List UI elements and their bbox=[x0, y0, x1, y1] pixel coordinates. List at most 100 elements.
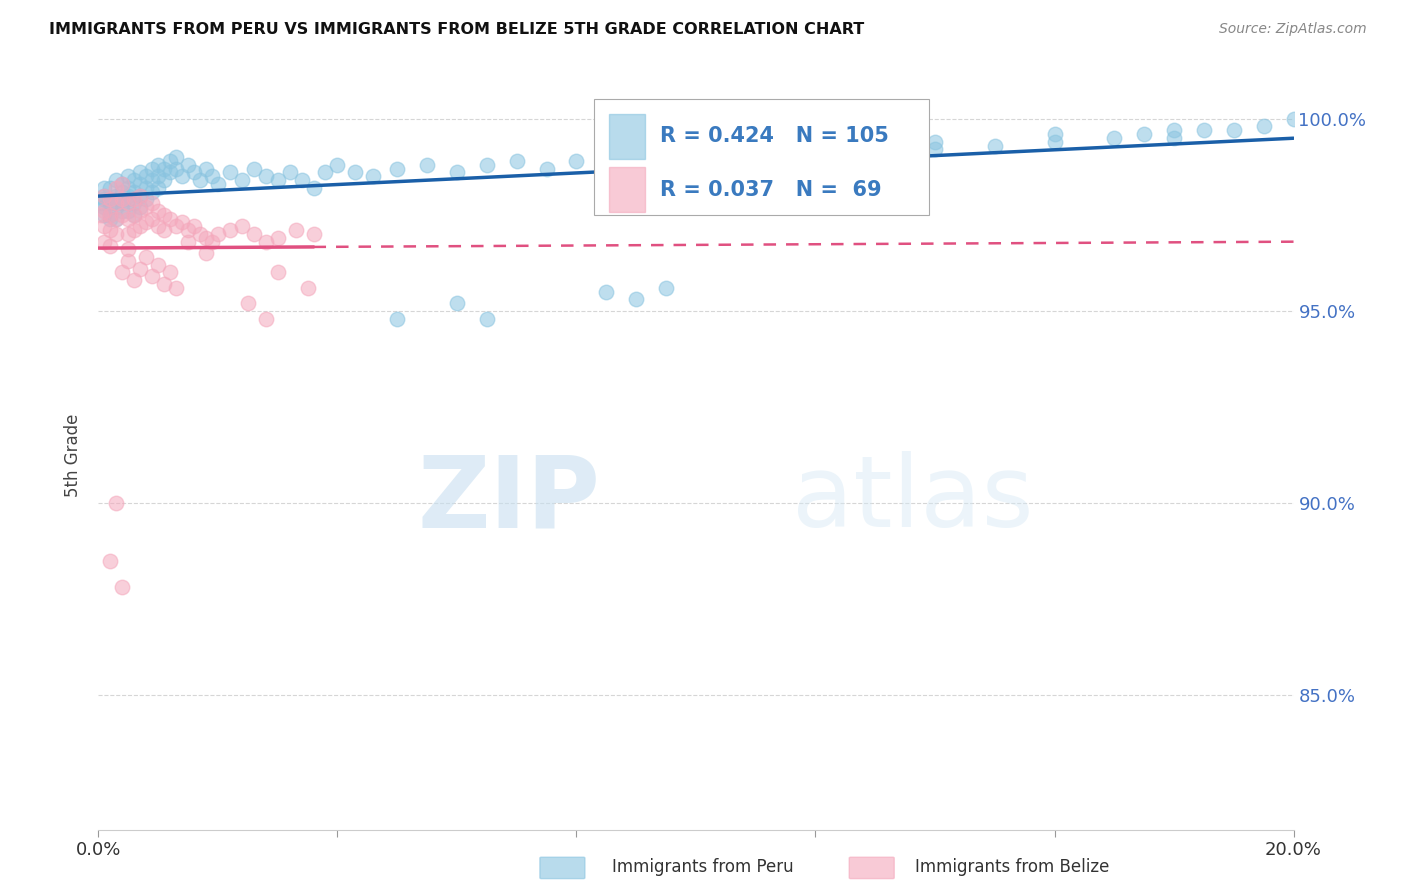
Point bbox=[124, 208, 146, 222]
Point bbox=[129, 219, 152, 234]
Text: R = 0.424   N = 105: R = 0.424 N = 105 bbox=[661, 126, 889, 146]
Point bbox=[626, 293, 648, 307]
Point bbox=[1043, 127, 1066, 141]
Point bbox=[446, 165, 468, 179]
Point bbox=[475, 158, 498, 172]
Point bbox=[111, 193, 134, 207]
Point bbox=[105, 496, 128, 510]
Point bbox=[207, 227, 229, 241]
Point bbox=[111, 185, 134, 199]
Point bbox=[254, 169, 277, 184]
Point bbox=[111, 177, 134, 191]
Point bbox=[924, 143, 946, 157]
Point bbox=[98, 193, 122, 207]
Point bbox=[159, 265, 181, 279]
Point bbox=[90, 196, 112, 211]
Point bbox=[254, 311, 277, 326]
Point bbox=[1043, 135, 1066, 149]
Point bbox=[685, 146, 707, 161]
Point bbox=[363, 169, 385, 184]
Point bbox=[111, 265, 134, 279]
Point bbox=[195, 246, 218, 260]
Point bbox=[159, 211, 181, 226]
Point bbox=[93, 219, 115, 234]
Point bbox=[219, 223, 242, 237]
Text: R = 0.037   N =  69: R = 0.037 N = 69 bbox=[661, 179, 882, 200]
Point bbox=[714, 138, 737, 153]
Point bbox=[685, 146, 707, 161]
Point bbox=[117, 253, 139, 268]
Point bbox=[595, 285, 617, 299]
Point bbox=[105, 173, 128, 187]
Point bbox=[105, 188, 128, 202]
Point bbox=[124, 208, 146, 222]
Point bbox=[626, 150, 648, 164]
Point bbox=[231, 219, 253, 234]
Point bbox=[93, 188, 115, 202]
Point bbox=[1253, 120, 1275, 134]
Point bbox=[141, 185, 163, 199]
Point bbox=[506, 153, 529, 168]
Point bbox=[98, 223, 122, 237]
Point bbox=[148, 181, 170, 195]
Point bbox=[105, 181, 128, 195]
Point bbox=[141, 161, 163, 176]
Point bbox=[111, 193, 134, 207]
Point bbox=[124, 273, 146, 287]
Point bbox=[111, 196, 134, 211]
Point bbox=[804, 135, 827, 149]
Point bbox=[98, 208, 122, 222]
Point bbox=[90, 208, 112, 222]
Point bbox=[148, 258, 170, 272]
Point bbox=[188, 173, 211, 187]
Point bbox=[385, 311, 409, 326]
Text: ZIP: ZIP bbox=[418, 451, 600, 549]
Text: IMMIGRANTS FROM PERU VS IMMIGRANTS FROM BELIZE 5TH GRADE CORRELATION CHART: IMMIGRANTS FROM PERU VS IMMIGRANTS FROM … bbox=[49, 22, 865, 37]
Point bbox=[111, 581, 134, 595]
Point bbox=[117, 227, 139, 241]
Point bbox=[105, 196, 128, 211]
Point bbox=[105, 196, 128, 211]
Point bbox=[865, 138, 887, 153]
Point bbox=[1133, 127, 1156, 141]
Point bbox=[254, 235, 277, 249]
Point bbox=[129, 200, 152, 214]
Point bbox=[315, 165, 337, 179]
Text: atlas: atlas bbox=[792, 451, 1033, 549]
Point bbox=[105, 200, 128, 214]
Point bbox=[655, 281, 678, 295]
Point bbox=[267, 265, 290, 279]
Point bbox=[291, 173, 314, 187]
Point bbox=[111, 177, 134, 191]
Point bbox=[172, 169, 194, 184]
Point bbox=[165, 281, 187, 295]
Point bbox=[177, 235, 200, 249]
Point bbox=[129, 188, 152, 202]
Point bbox=[984, 138, 1007, 153]
Point bbox=[745, 150, 768, 164]
Point bbox=[595, 158, 617, 172]
Point bbox=[93, 208, 115, 222]
Point bbox=[172, 215, 194, 229]
Point bbox=[98, 196, 122, 211]
Point bbox=[93, 203, 115, 218]
Point bbox=[201, 235, 224, 249]
Point bbox=[117, 196, 139, 211]
Point bbox=[105, 211, 128, 226]
Point bbox=[141, 269, 163, 284]
Point bbox=[98, 211, 122, 226]
Point bbox=[446, 296, 468, 310]
Point bbox=[243, 227, 266, 241]
Point bbox=[98, 193, 122, 207]
Point bbox=[135, 193, 157, 207]
Point bbox=[1104, 131, 1126, 145]
Point bbox=[135, 200, 157, 214]
Point bbox=[105, 227, 128, 241]
Point bbox=[129, 261, 152, 276]
Point bbox=[159, 165, 181, 179]
Y-axis label: 5th Grade: 5th Grade bbox=[65, 413, 83, 497]
Point bbox=[1192, 123, 1215, 137]
Point bbox=[165, 150, 187, 164]
Point bbox=[111, 208, 134, 222]
Point bbox=[924, 135, 946, 149]
